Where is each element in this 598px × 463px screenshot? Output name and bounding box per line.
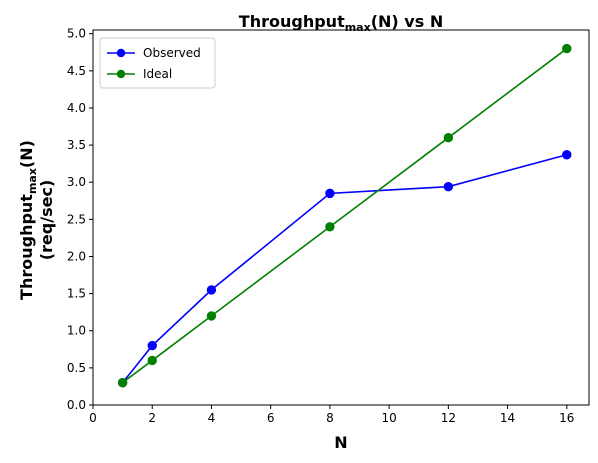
data-point-observed bbox=[147, 340, 157, 351]
legend-label-ideal: Ideal bbox=[143, 67, 172, 81]
svg-text:Throughputmax(N): Throughputmax(N) bbox=[17, 140, 39, 300]
title-main: Throughput bbox=[239, 12, 345, 31]
y-tick-label: 1.5 bbox=[67, 287, 86, 301]
title-tail: (N) vs N bbox=[371, 12, 444, 31]
y-label-main: Throughput bbox=[17, 194, 36, 300]
x-tick-label: 16 bbox=[559, 411, 574, 425]
data-point-ideal bbox=[562, 43, 572, 54]
series-line-ideal bbox=[122, 47, 568, 384]
x-tick-label: 0 bbox=[89, 411, 97, 425]
y-tick-label: 0.0 bbox=[67, 398, 86, 412]
plot-frame bbox=[92, 29, 590, 406]
y-tick-label: 5.0 bbox=[67, 27, 86, 41]
legend-box bbox=[99, 37, 216, 89]
data-point-ideal bbox=[117, 378, 128, 388]
data-point-ideal bbox=[206, 311, 217, 321]
chart-title: Throughputmax(N) vs N bbox=[239, 12, 443, 34]
data-point-ideal bbox=[325, 222, 335, 232]
data-point-ideal bbox=[443, 132, 454, 143]
data-point-observed bbox=[443, 181, 454, 192]
x-tick-label: 12 bbox=[441, 411, 456, 425]
y-tick-label: 4.0 bbox=[67, 101, 86, 115]
legend-marker-observed bbox=[116, 48, 126, 58]
x-tick-label: 6 bbox=[267, 411, 275, 425]
legend-label-observed: Observed bbox=[143, 46, 201, 60]
x-axis-label: N bbox=[334, 433, 347, 452]
y-tick-label: 0.5 bbox=[67, 361, 86, 375]
x-tick-label: 10 bbox=[381, 411, 396, 425]
data-point-observed bbox=[325, 188, 335, 199]
title-subscript: max bbox=[345, 21, 371, 34]
x-tick-label: 8 bbox=[326, 411, 334, 425]
y-tick-label: 2.5 bbox=[67, 212, 86, 226]
x-tick-label: 4 bbox=[208, 411, 216, 425]
y-label-tail: (N) bbox=[17, 140, 36, 168]
y-tick-label: 1.0 bbox=[67, 324, 86, 338]
svg-text:Throughputmax(N) vs N: Throughputmax(N) vs N bbox=[239, 12, 443, 34]
y-label-subscript: max bbox=[26, 168, 39, 194]
y-tick-label: 4.5 bbox=[67, 64, 86, 78]
data-point-ideal bbox=[147, 355, 157, 366]
x-tick-label: 14 bbox=[500, 411, 515, 425]
y-tick-label: 3.5 bbox=[67, 138, 86, 152]
plot-area: 0 2 4 6 8 10 12 14 16 0.0 0.5 1.0 1.5 2.0 2.5 3.0 3.5 4.0… bbox=[67, 27, 590, 425]
y-tick-label: 3.0 bbox=[67, 175, 86, 189]
y-tick-label: 2.0 bbox=[67, 249, 86, 263]
data-point-observed bbox=[562, 150, 572, 160]
y-label-units: (req/sec) bbox=[37, 180, 56, 261]
y-axis-label: Throughputmax(N) (req/sec) bbox=[17, 140, 56, 300]
x-tick-label: 2 bbox=[148, 411, 156, 425]
series-line-observed bbox=[121, 153, 567, 384]
legend-marker-ideal bbox=[116, 69, 126, 79]
x-axis-title: N bbox=[334, 433, 347, 452]
data-point-observed bbox=[206, 285, 217, 295]
legend: Observed Ideal bbox=[99, 37, 216, 89]
